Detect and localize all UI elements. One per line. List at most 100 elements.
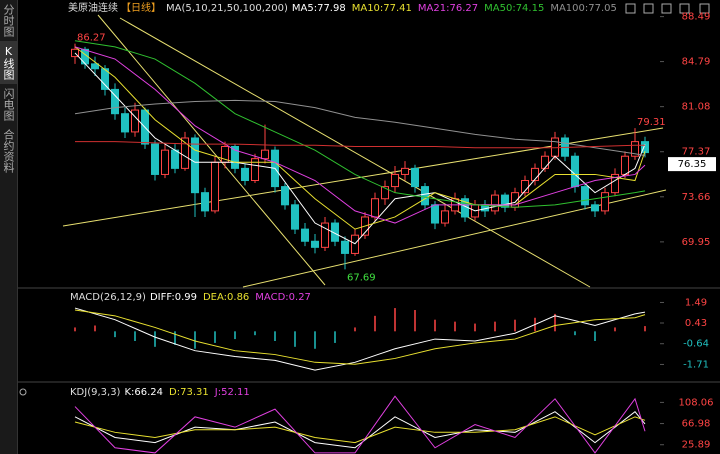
candle-body xyxy=(111,88,119,115)
tab[interactable]: 闪电图 xyxy=(2,88,15,121)
indicator-line xyxy=(74,46,646,224)
legend-name: K: xyxy=(124,387,134,398)
candle-body xyxy=(331,222,339,242)
legend-value: 73.31 xyxy=(180,387,209,398)
indicator-line xyxy=(74,46,646,230)
legend-name: MA50: xyxy=(484,3,516,14)
legend-value: 0.99 xyxy=(175,292,197,303)
candle-body xyxy=(441,210,449,224)
settings-icon[interactable] xyxy=(19,388,27,396)
icon[interactable] xyxy=(679,3,690,14)
indicator-line xyxy=(74,307,646,371)
icon[interactable] xyxy=(661,3,672,14)
tab[interactable]: 分时图 xyxy=(2,4,15,37)
legend-name: MACD: xyxy=(255,292,288,303)
candle-body xyxy=(401,167,409,175)
candle-body xyxy=(631,141,639,157)
legend-name: J: xyxy=(214,387,221,398)
legend-name: MA100: xyxy=(550,3,588,14)
indicator-line xyxy=(74,99,646,157)
y-tick-label: 25.89 xyxy=(682,440,711,451)
candle-body xyxy=(551,137,559,157)
y-tick-label: 69.95 xyxy=(682,237,711,248)
candle-body xyxy=(251,158,259,182)
y-tick-label: 66.98 xyxy=(682,419,711,430)
indicator-line xyxy=(74,416,646,444)
icon[interactable] xyxy=(625,3,636,14)
candle-body xyxy=(121,113,129,133)
y-tick-label: 108.06 xyxy=(679,397,714,408)
candle-body xyxy=(351,234,359,254)
indicator-line xyxy=(75,141,645,149)
y-tick-label: 77.37 xyxy=(682,147,711,158)
legend-value: 74.15 xyxy=(516,3,545,14)
candle-body xyxy=(421,186,429,206)
price-annotation: 67.69 xyxy=(347,272,376,283)
last-price: 76.35 xyxy=(678,159,707,170)
candle-body xyxy=(591,204,599,212)
icon[interactable] xyxy=(643,3,654,14)
legend-name: MA5: xyxy=(292,3,317,14)
candle-body xyxy=(181,137,189,169)
indicator-line xyxy=(74,395,646,454)
candle-body xyxy=(341,240,349,254)
candle-body xyxy=(581,186,589,206)
legend-value: 0.86 xyxy=(227,292,249,303)
legend-name: D: xyxy=(169,387,180,398)
chart: 美原油连续 【日线】 MACD(26,12,9) KDJ(9,3,3) 88.4… xyxy=(18,1,720,454)
candle-body xyxy=(321,222,329,248)
candle-body xyxy=(571,155,579,188)
candle-body xyxy=(411,167,419,188)
indicator-line xyxy=(74,309,646,365)
sidebar: 分时图 K线图 闪电图 合约资料 xyxy=(0,0,18,454)
legend-name: DEA: xyxy=(203,292,227,303)
y-tick-label: -1.71 xyxy=(683,359,709,370)
legend-value: 0.27 xyxy=(289,292,311,303)
price-annotation: 86.27 xyxy=(77,33,106,44)
legend-name: MA10: xyxy=(352,3,384,14)
candle-body xyxy=(91,63,99,70)
indicator-line xyxy=(74,52,646,245)
candle-body xyxy=(241,167,249,182)
y-tick-label: 84.79 xyxy=(682,57,711,68)
candle-body xyxy=(301,228,309,242)
y-tick-label: 73.66 xyxy=(682,192,711,203)
kdj-title: KDJ(9,3,3) xyxy=(70,387,121,398)
candle-body xyxy=(101,68,109,90)
indicator-line xyxy=(74,40,646,208)
candle-body xyxy=(501,194,509,208)
candle-body xyxy=(311,240,319,248)
period[interactable]: 【日线】 xyxy=(121,1,161,14)
candle-body xyxy=(191,137,199,194)
legend-value: 77.98 xyxy=(317,3,346,14)
legend-value: 76.27 xyxy=(449,3,478,14)
candle-body xyxy=(491,194,499,212)
candle-body xyxy=(391,173,399,188)
icon[interactable] xyxy=(699,3,710,14)
candle-body xyxy=(161,149,169,175)
candle-body xyxy=(621,155,629,175)
candle-body xyxy=(231,146,239,169)
price-annotation: 79.31 xyxy=(637,117,666,128)
tab[interactable]: K线图 xyxy=(0,41,17,84)
candle-body xyxy=(261,149,269,160)
candle-body xyxy=(281,186,289,206)
candle-body xyxy=(201,192,209,212)
legend-value: 66.24 xyxy=(134,387,163,398)
legend-name: MA21: xyxy=(418,3,450,14)
candle-body xyxy=(611,173,619,194)
toolbar xyxy=(19,3,710,396)
legend-value: 77.41 xyxy=(383,3,412,14)
candle-body xyxy=(211,161,219,212)
y-tick-label: 1.49 xyxy=(685,297,707,308)
candle-body xyxy=(171,149,179,169)
trend-line xyxy=(119,17,591,288)
y-tick-label: -0.64 xyxy=(683,339,709,350)
y-tick-label: 88.49 xyxy=(682,12,711,23)
candle-body xyxy=(371,198,379,218)
indicator-line xyxy=(74,411,646,449)
candle-body xyxy=(541,155,549,169)
tab[interactable]: 合约资料 xyxy=(2,129,15,173)
y-tick-label: 81.08 xyxy=(682,102,711,113)
